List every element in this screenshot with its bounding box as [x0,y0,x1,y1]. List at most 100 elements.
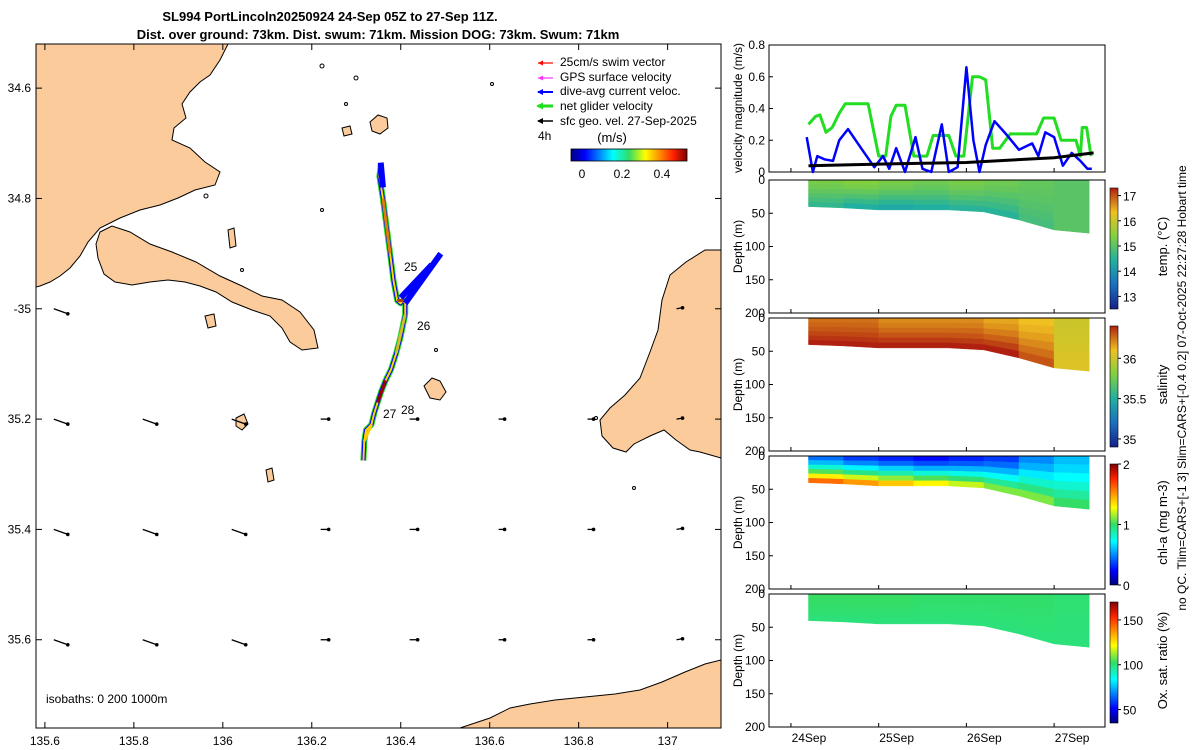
chla-section-cell [878,465,915,472]
track-speed-segment [394,313,407,354]
geo-arrow-head [243,642,248,647]
legend-label-gps: GPS surface velocity [560,70,671,84]
salinity-section-cell [1053,326,1090,336]
temperature-depth-tick-label: 100 [745,240,765,254]
track-speed-segment [362,424,373,442]
salinity-colorbar-tick-label: 35 [1123,433,1137,447]
oxygen-colorbar-tick-label: 150 [1123,614,1143,628]
salinity-section-panel: 0 50 100 150 200 Depth (m) 35 35.5 36 salinity [731,311,1170,458]
salinity-section-cell [808,322,844,328]
chla-section-cell [913,470,950,477]
salinity-depth-tick-label: 150 [745,411,765,425]
legend-dac: dive-avg current veloc. [537,84,681,98]
time-tick-label: 26Sep [967,731,1002,745]
temperature-colorbar-tick-label: 17 [1123,190,1137,204]
map-xtick-label: 136.6 [475,734,505,748]
chla-section-cell [808,477,844,485]
temperature-section-cell [913,179,950,186]
chla-section-cell [1053,455,1090,466]
velocity-axes [768,44,1106,173]
map-xtick-label: 135.6 [30,734,60,748]
land-island-c [235,413,249,431]
oxygen-section-cell [878,613,915,620]
oxygen-section-cell [843,593,879,600]
velocity-lines [805,65,1094,174]
salinity-colorbar-tick-label: 36 [1123,352,1137,366]
oxygen-depth-tick-label: 150 [745,687,765,701]
chla-depth-tick-label: 150 [745,549,765,563]
temperature-section-cell [878,184,915,191]
figure-title-line1: SL994 PortLincoln20250924 24-Sep 05Z to … [162,9,497,24]
geo-arrow-shaft [53,528,69,536]
map-ytick-label: 34.6 [8,81,32,95]
salinity-depth-tick-label: 200 [745,444,765,458]
chla-colorbar-tick-label: 2 [1123,458,1130,472]
velocity-ytick-label: 0.6 [748,70,765,84]
geo-arrow-head [502,637,507,642]
geo-arrow-head [243,422,248,426]
chla-section-cell [948,455,985,462]
velocity-ytick-label: 0.2 [748,133,765,147]
geo-arrow-head [680,526,685,531]
chla-section-cell [948,460,985,467]
chla-section-panel: 0 50 100 150 200 Depth (m) 0 1 2 chl-a (mg m-3) [731,449,1170,596]
chla-section-cell [878,470,915,477]
islet [240,268,244,272]
geo-arrow-head [415,527,420,532]
salinity-section-cell [913,337,950,344]
chla-section-cell [843,455,879,462]
chla-depth-tick-label: 50 [752,482,766,496]
oxygen-section-cell [1053,602,1090,612]
chla-section-cell [878,455,915,462]
salinity-section-cell [878,337,915,344]
temperature-section-cell [913,184,950,191]
figure-title-line2: Dist. over ground: 73km. Dist. swum: 71k… [137,27,620,42]
oxygen-depth-label: Depth (m) [731,634,745,687]
oxygen-section-cell [913,613,950,620]
time-axis: 24Sep 25Sep 26Sep 27Sep [790,168,1090,745]
geo-arrow-shaft [231,418,246,425]
temperature-colorbar-tick-label: 13 [1123,290,1137,304]
salinity-colorbar-tick-label: 35.5 [1123,393,1147,407]
chla-colorbar-tick-label: 1 [1123,519,1130,533]
temperature-colorbar-tick-label: 15 [1123,240,1137,254]
map-xtick-label: 136.8 [564,734,594,748]
current-vector [377,162,386,188]
chla-section-cell [878,480,915,487]
map-legend: 25cm/s swim vector GPS surface velocity … [536,55,697,181]
temperature-section-cell [843,179,879,186]
track-speed-segment [381,198,392,254]
interval-label: 4h [538,129,551,143]
chla-section-cell [913,480,950,487]
geo-arrow-head [591,417,596,421]
islet [434,348,438,352]
temperature-section-cell [913,194,950,201]
geo-arrow-head [154,642,159,647]
map-xtick-label: 136.4 [386,734,416,748]
temperature-section-cell [808,184,844,190]
day-label-27: 27 [383,407,397,421]
salinity-section-cell [808,339,844,347]
land-island-d [227,227,237,249]
velocity-line [807,75,1093,158]
land-kangaroo-island [459,659,721,728]
temperature-section-cell [878,199,915,206]
geo-arrow-head [326,417,331,421]
map-land [36,44,721,728]
day-label-28: 28 [401,403,415,417]
oxygen-section-cell [878,593,915,600]
geo-arrow-head [243,532,248,537]
oxygen-section-cell [878,618,915,625]
map-colorbar-tick: 0 [579,167,586,181]
islet [490,82,494,86]
chla-colorbar [1109,463,1119,586]
map-islets [203,63,636,490]
map-xtick-label: 137 [658,734,678,748]
geo-arrow-head [65,311,70,316]
islet [203,193,209,199]
oxygen-section-cell [1053,593,1090,604]
oxygen-section-cell [878,608,915,615]
geo-arrow-shaft [142,639,157,646]
velocity-ylabel: velocity magnitude (m/s) [731,43,745,173]
salinity-section-cell [878,342,915,349]
